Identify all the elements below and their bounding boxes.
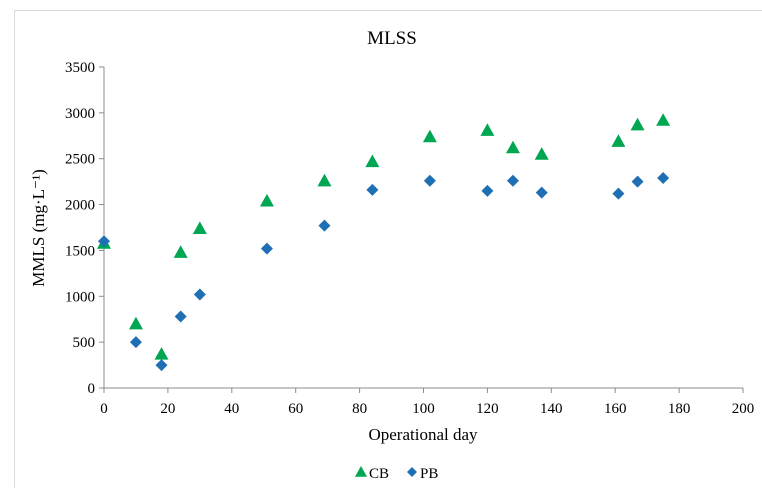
data-point-cb: [173, 245, 188, 258]
x-tick-label: 200: [732, 401, 755, 417]
legend-marker-cb: [355, 466, 367, 477]
data-point-pb: [129, 336, 142, 349]
chart-frame: [14, 10, 762, 488]
y-tick-label: 1500: [65, 243, 95, 259]
chart-title: MLSS: [367, 28, 417, 49]
data-point-cb: [611, 134, 626, 147]
legend-label-pb: PB: [420, 466, 438, 482]
data-point-cb: [128, 316, 143, 330]
legend-marker-pb: [407, 467, 417, 477]
data-point-cb: [630, 117, 645, 131]
x-tick-label: 20: [160, 401, 175, 417]
data-point-cb: [317, 173, 332, 187]
y-tick-label: 2000: [65, 198, 95, 214]
data-point-cb: [656, 113, 671, 126]
data-point-pb: [506, 174, 519, 187]
x-tick-label: 100: [412, 401, 435, 417]
data-point-pb: [423, 174, 436, 187]
x-axis-title: Operational day: [368, 425, 478, 444]
y-axis-title: MMLS (mg·L⁻¹): [29, 169, 48, 286]
x-tick-label: 0: [100, 401, 108, 417]
data-point-pb: [318, 219, 331, 232]
data-point-pb: [481, 184, 494, 197]
data-point-pb: [98, 235, 110, 248]
data-point-cb: [480, 123, 495, 136]
x-tick-label: 140: [540, 401, 563, 417]
data-point-cb: [365, 154, 380, 168]
x-tick-label: 40: [224, 401, 239, 417]
data-point-pb: [612, 187, 625, 200]
x-tick-label: 120: [476, 401, 499, 417]
data-point-cb: [259, 193, 274, 207]
data-point-cb: [422, 129, 437, 143]
data-point-pb: [657, 171, 670, 184]
data-point-pb: [366, 183, 379, 196]
x-tick-label: 60: [288, 401, 303, 417]
y-tick-label: 500: [73, 335, 96, 351]
legend-label-cb: CB: [369, 466, 389, 482]
data-point-pb: [174, 310, 187, 323]
data-point-cb: [192, 221, 207, 235]
x-tick-label: 160: [604, 401, 627, 417]
data-point-pb: [155, 359, 168, 372]
data-point-cb: [534, 147, 549, 160]
x-tick-label: 80: [352, 401, 367, 417]
data-point-cb: [505, 140, 520, 154]
data-point-pb: [193, 288, 206, 301]
y-tick-label: 3500: [65, 60, 95, 76]
series-pb: [98, 171, 670, 372]
data-point-pb: [631, 175, 644, 188]
y-tick-label: 2500: [65, 152, 95, 168]
x-tick-label: 180: [668, 401, 691, 417]
data-point-pb: [260, 242, 273, 255]
series-cb: [97, 113, 671, 360]
y-tick-label: 1000: [65, 289, 95, 305]
y-tick-label: 3000: [65, 106, 95, 122]
data-point-pb: [535, 186, 548, 199]
y-tick-label: 0: [88, 381, 96, 397]
data-point-cb: [154, 347, 169, 360]
legend: CB PB: [355, 466, 438, 482]
